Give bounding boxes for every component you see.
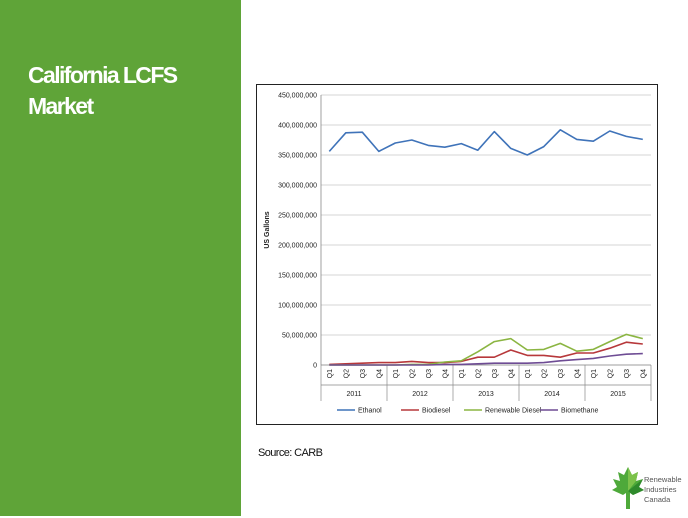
- x-group-label: 2013: [478, 391, 494, 398]
- x-tick-label: Q3: [492, 369, 499, 378]
- series-line: [329, 333, 643, 366]
- slide-title-line1: California LCFS: [28, 62, 178, 88]
- y-tick-label: 300,000,000: [278, 183, 317, 190]
- series-line: [328, 128, 643, 156]
- y-tick-label: 450,000,000: [278, 93, 317, 100]
- y-tick-label: 0: [313, 363, 317, 370]
- x-tick-label: Q2: [343, 369, 350, 378]
- legend-label: Ethanol: [358, 408, 382, 415]
- y-tick-label: 50,000,000: [282, 333, 317, 340]
- y-axis-label: US Gallons: [264, 211, 271, 248]
- company-logo: Renewable Industries Canada: [611, 465, 685, 515]
- y-tick-label: 150,000,000: [278, 273, 317, 280]
- y-tick-label: 400,000,000: [278, 123, 317, 130]
- logo-line2: Industries: [644, 485, 677, 494]
- x-tick-label: Q4: [574, 369, 581, 378]
- series-line: [329, 341, 643, 366]
- x-tick-label: Q3: [558, 369, 565, 378]
- x-group-label: 2012: [412, 391, 428, 398]
- x-tick-label: Q2: [409, 369, 416, 378]
- series-line: [329, 352, 643, 366]
- x-tick-label: Q4: [442, 369, 449, 378]
- maple-leaf-logo-icon: [612, 467, 644, 509]
- x-tick-label: Q4: [376, 369, 383, 378]
- x-tick-label: Q4: [640, 369, 647, 378]
- logo-text: Renewable Industries Canada: [644, 475, 682, 505]
- x-tick-label: Q2: [541, 369, 548, 378]
- legend-label: Biomethane: [561, 408, 598, 415]
- x-tick-label: Q1: [591, 369, 598, 378]
- x-tick-label: Q3: [624, 369, 631, 378]
- slide-title-line2: Market: [28, 93, 94, 119]
- slide-title: California LCFS Market: [28, 60, 228, 122]
- y-tick-label: 100,000,000: [278, 303, 317, 310]
- x-tick-label: Q3: [426, 369, 433, 378]
- green-side-panel: [0, 0, 241, 516]
- x-tick-label: Q4: [508, 369, 515, 378]
- logo-line1: Renewable: [644, 475, 682, 484]
- x-group-label: 2015: [610, 391, 626, 398]
- x-tick-label: Q2: [607, 369, 614, 378]
- x-tick-label: Q1: [393, 369, 400, 378]
- y-tick-label: 200,000,000: [278, 243, 317, 250]
- x-tick-label: Q1: [525, 369, 532, 378]
- y-tick-label: 250,000,000: [278, 213, 317, 220]
- x-group-label: 2014: [544, 391, 560, 398]
- x-tick-label: Q2: [475, 369, 482, 378]
- chart-frame: 0 50,000,000 100,000,000 150,000,000 200,000…: [256, 84, 658, 425]
- y-tick-label: 350,000,000: [278, 153, 317, 160]
- logo-line3: Canada: [644, 495, 671, 504]
- line-chart: 0 50,000,000 100,000,000 150,000,000 200,000…: [264, 93, 652, 415]
- x-tick-label: Q3: [360, 369, 367, 378]
- legend-label: Biodiesel: [422, 408, 451, 415]
- x-tick-label: Q1: [459, 369, 466, 378]
- legend-label: Renewable Diesel: [485, 408, 542, 415]
- source-note: Source: CARB: [258, 447, 323, 459]
- x-group-label: 2011: [346, 391, 361, 398]
- x-tick-label: Q1: [327, 369, 334, 378]
